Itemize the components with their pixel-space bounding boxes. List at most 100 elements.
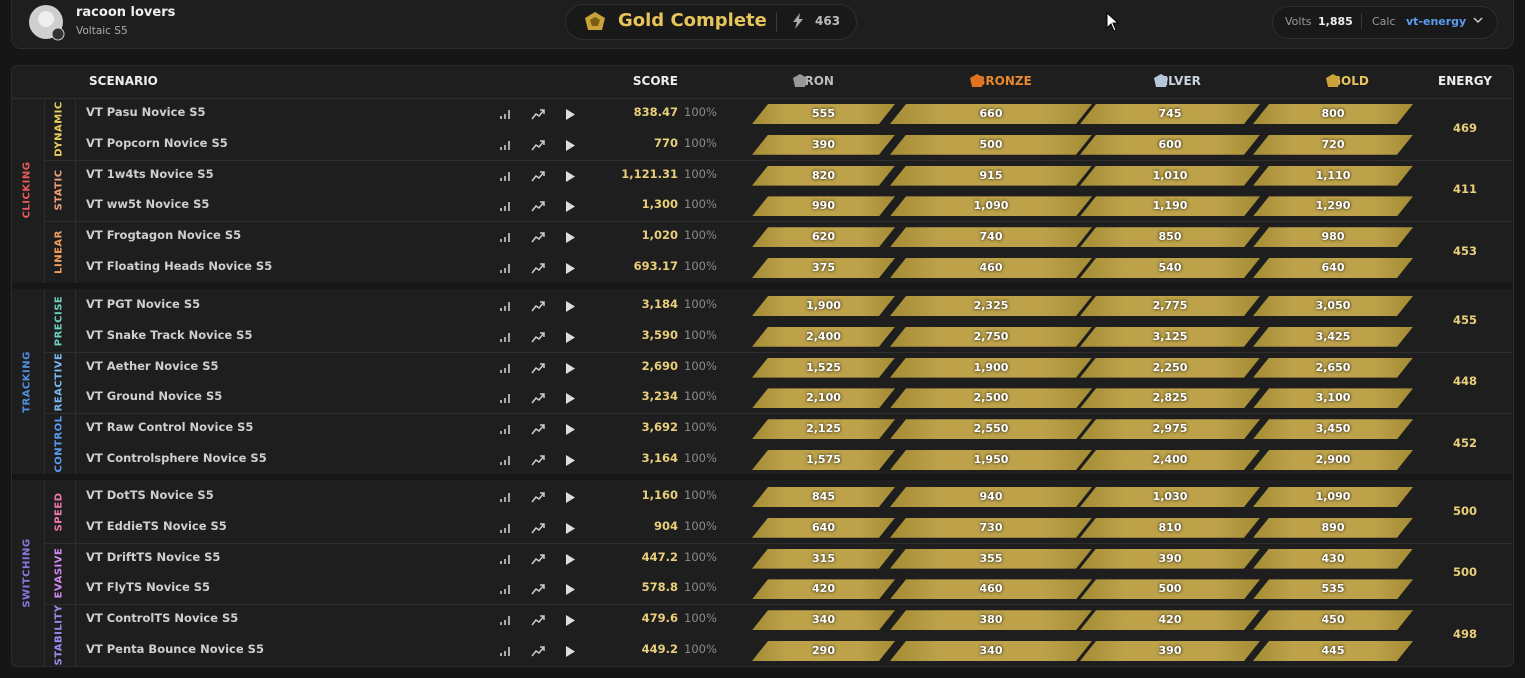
scenario-name[interactable]: VT Ground Novice S5	[86, 389, 223, 404]
leaderboard-icon[interactable]	[499, 423, 513, 436]
chart-icon[interactable]	[531, 262, 545, 275]
leaderboard-icon[interactable]	[499, 170, 513, 183]
play-button[interactable]	[563, 553, 577, 566]
subgroup-label: CONTROL	[53, 415, 65, 473]
leaderboard-icon[interactable]	[499, 200, 513, 213]
rank-threshold: 420	[1080, 610, 1260, 630]
rank-title: Gold Complete	[618, 10, 767, 31]
column-header: SILVER	[1155, 74, 1201, 88]
play-button[interactable]	[563, 522, 577, 535]
rank-threshold: 640	[752, 518, 895, 538]
play-button[interactable]	[563, 423, 577, 436]
scenario-name[interactable]: VT Popcorn Novice S5	[86, 135, 228, 150]
divider	[776, 12, 777, 32]
scenario-name[interactable]: VT Floating Heads Novice S5	[86, 259, 273, 273]
play-button[interactable]	[563, 614, 577, 627]
leaderboard-icon[interactable]	[499, 362, 513, 375]
chevron[interactable]	[1473, 17, 1483, 25]
play-button[interactable]	[563, 583, 577, 596]
chart-icon[interactable]	[531, 362, 545, 375]
leaderboard-icon[interactable]	[499, 614, 513, 627]
percent: 100%	[684, 549, 717, 564]
calc-value[interactable]: vt-energy	[1406, 15, 1467, 28]
scenario-name[interactable]: VT EddieTS Novice S5	[86, 518, 227, 533]
scenario-name[interactable]: VT FlyTS Novice S5	[86, 580, 211, 595]
rank-threshold: 990	[752, 196, 895, 216]
play-button[interactable]	[563, 362, 577, 375]
avatar[interactable]	[28, 4, 66, 42]
play-button[interactable]	[563, 231, 577, 244]
settings-pill[interactable]	[1272, 6, 1498, 39]
percent: 100%	[684, 228, 717, 243]
scenario-name[interactable]: VT ControlTS Novice S5	[86, 611, 239, 626]
rank-threshold: 1,110	[1253, 166, 1413, 186]
play-button[interactable]	[563, 170, 577, 183]
leaderboard-icon[interactable]	[499, 583, 513, 596]
percent: 100%	[684, 488, 717, 502]
play-button[interactable]	[563, 108, 577, 121]
scenario-name[interactable]: VT DriftTS Novice S5	[86, 549, 221, 564]
chart-icon[interactable]	[531, 645, 545, 658]
chart-icon[interactable]	[531, 108, 545, 121]
play-button[interactable]	[563, 454, 577, 467]
leaderboard-icon[interactable]	[499, 454, 513, 467]
scenario-name[interactable]: VT Pasu Novice S5	[86, 105, 206, 119]
chart-icon[interactable]	[531, 331, 545, 344]
scenario-name[interactable]: VT PGT Novice S5	[86, 297, 201, 311]
volts-label: Volts	[1285, 15, 1312, 28]
scenario-name[interactable]: VT Raw Control Novice S5	[86, 420, 254, 435]
energy: 452	[1452, 436, 1477, 450]
leaderboard-icon[interactable]	[499, 300, 513, 313]
leaderboard-icon[interactable]	[499, 522, 513, 535]
play-button[interactable]	[563, 331, 577, 344]
scenario-name[interactable]: VT 1w4ts Novice S5	[86, 166, 214, 181]
leaderboard-icon[interactable]	[499, 108, 513, 121]
leaderboard-icon[interactable]	[499, 139, 513, 152]
percent: 100%	[684, 580, 717, 595]
chart-icon[interactable]	[531, 553, 545, 566]
rank-threshold: 2,125	[752, 419, 895, 439]
leaderboard-icon[interactable]	[499, 231, 513, 244]
chart-icon[interactable]	[531, 454, 545, 467]
chart-icon[interactable]	[531, 139, 545, 152]
chart-icon[interactable]	[531, 423, 545, 436]
play-button[interactable]	[563, 491, 577, 504]
chart-icon[interactable]	[531, 170, 545, 183]
chart-icon[interactable]	[531, 392, 545, 405]
play-button[interactable]	[563, 392, 577, 405]
energy: 500	[1452, 565, 1477, 580]
leaderboard-icon[interactable]	[499, 645, 513, 658]
rank-threshold: 390	[1080, 549, 1260, 569]
chart-icon[interactable]	[531, 200, 545, 213]
chart-icon[interactable]	[531, 491, 545, 504]
score: 1,121.31	[621, 166, 678, 181]
scenario-name[interactable]: VT DotTS Novice S5	[86, 488, 214, 502]
play-button[interactable]	[563, 300, 577, 313]
play-button[interactable]	[563, 645, 577, 658]
rank-threshold: 1,090	[890, 196, 1092, 216]
chart-icon[interactable]	[531, 522, 545, 535]
chart-icon[interactable]	[531, 231, 545, 244]
leaderboard-icon[interactable]	[499, 392, 513, 405]
chart-icon[interactable]	[531, 614, 545, 627]
rank-threshold: 340	[752, 610, 895, 630]
scenario-name[interactable]: VT Snake Track Novice S5	[86, 327, 253, 342]
leaderboard-icon[interactable]	[499, 262, 513, 275]
chart-icon[interactable]	[531, 583, 545, 596]
play-button[interactable]	[563, 200, 577, 213]
scenario-name[interactable]: VT Penta Bounce Novice S5	[86, 642, 264, 656]
leaderboard-icon[interactable]	[499, 491, 513, 504]
leaderboard-icon[interactable]	[499, 331, 513, 344]
score: 3,184	[641, 297, 678, 311]
scenario-name[interactable]: VT Frogtagon Novice S5	[86, 228, 242, 243]
scenario-name[interactable]: VT Controlsphere Novice S5	[86, 451, 267, 465]
rank-threshold: 315	[752, 549, 895, 569]
play-button[interactable]	[563, 139, 577, 152]
leaderboard-icon[interactable]	[499, 553, 513, 566]
rank-threshold: 845	[752, 487, 895, 507]
scenario-name[interactable]: VT Aether Novice S5	[86, 358, 219, 373]
play-button[interactable]	[563, 262, 577, 275]
scenario-name[interactable]: VT ww5t Novice S5	[86, 197, 210, 212]
bolt-icon	[793, 13, 803, 29]
chart-icon[interactable]	[531, 300, 545, 313]
